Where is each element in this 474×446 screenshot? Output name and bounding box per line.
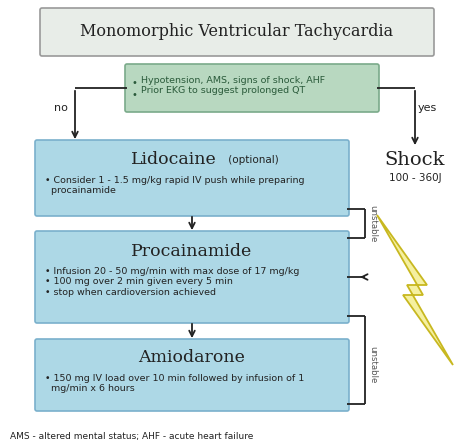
FancyBboxPatch shape [125,64,379,112]
Text: •: • [132,90,138,100]
Text: AMS - altered mental status; AHF - acute heart failure: AMS - altered mental status; AHF - acute… [10,431,254,441]
Text: 100 - 360J: 100 - 360J [389,173,441,183]
Text: unstable: unstable [368,205,377,242]
Text: • Consider 1 - 1.5 mg/kg rapid IV push while preparing
  procainamide: • Consider 1 - 1.5 mg/kg rapid IV push w… [45,176,304,195]
Text: Hypotension, AMS, signs of shock, AHF
  Prior EKG to suggest prolonged QT: Hypotension, AMS, signs of shock, AHF Pr… [135,76,325,95]
Text: no: no [54,103,68,113]
Text: • Infusion 20 - 50 mg/min with max dose of 17 mg/kg
• 100 mg over 2 min given ev: • Infusion 20 - 50 mg/min with max dose … [45,267,300,297]
Text: • 150 mg IV load over 10 min followed by infusion of 1
  mg/min x 6 hours: • 150 mg IV load over 10 min followed by… [45,374,304,393]
Text: Amiodarone: Amiodarone [138,350,246,367]
Polygon shape [377,215,453,365]
FancyBboxPatch shape [35,231,349,323]
Text: •: • [132,78,138,88]
Text: (optional): (optional) [225,155,279,165]
Text: Shock: Shock [385,151,445,169]
FancyBboxPatch shape [40,8,434,56]
Text: unstable: unstable [368,346,377,384]
FancyBboxPatch shape [35,140,349,216]
FancyBboxPatch shape [35,339,349,411]
Text: Monomorphic Ventricular Tachycardia: Monomorphic Ventricular Tachycardia [81,24,393,41]
Text: yes: yes [418,103,437,113]
Text: Lidocaine: Lidocaine [131,152,217,169]
Text: Procainamide: Procainamide [131,243,253,260]
